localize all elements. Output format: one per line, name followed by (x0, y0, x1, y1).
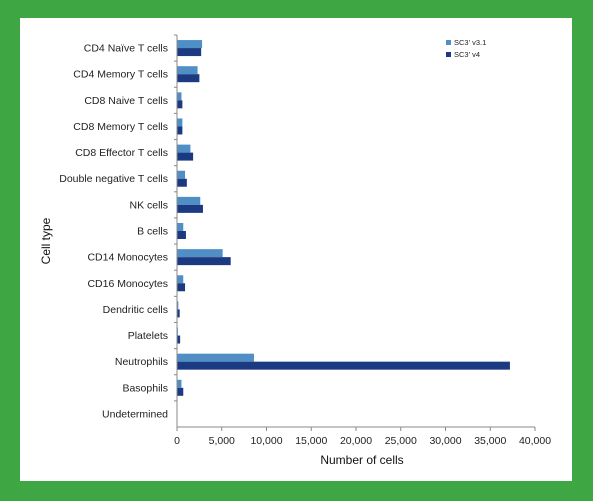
chart-panel (20, 18, 572, 481)
category-label: Platelets (128, 330, 168, 342)
bar (177, 178, 187, 187)
bar (177, 118, 183, 127)
bar (177, 40, 203, 49)
bar (177, 309, 180, 318)
bar (177, 379, 182, 388)
x-tick-label: 35,000 (474, 435, 506, 447)
y-axis-title: Cell type (39, 217, 53, 264)
legend-swatch-v4 (446, 52, 451, 57)
bar (177, 66, 198, 75)
bar (177, 283, 186, 292)
x-tick-label: 0 (174, 435, 180, 447)
bar (177, 249, 223, 258)
bar (177, 361, 510, 370)
category-label: B cells (137, 226, 168, 238)
bar (177, 48, 202, 57)
bar (177, 257, 231, 266)
x-tick-label: 10,000 (250, 435, 282, 447)
bar (177, 170, 186, 179)
category-label: NK cells (129, 199, 168, 211)
bar (177, 126, 183, 135)
category-label: Undetermined (102, 408, 168, 420)
legend-swatch-v3-1 (446, 40, 451, 45)
bar (177, 231, 186, 239)
x-tick-label: 5,000 (209, 435, 235, 447)
x-tick-label: 20,000 (340, 435, 372, 447)
category-label: CD8 Memory T cells (73, 121, 168, 133)
x-tick-label: 40,000 (519, 435, 551, 447)
bars-group (177, 40, 510, 396)
x-tick-label: 30,000 (429, 435, 461, 447)
bar (177, 74, 200, 83)
category-label: CD14 Monocytes (87, 252, 168, 264)
legend-label-v4: SC3' v4 (454, 50, 480, 59)
bar (177, 353, 254, 362)
category-label: Basophils (122, 382, 168, 394)
x-axis-title: Number of cells (320, 453, 403, 467)
category-label: CD8 Naive T cells (84, 95, 168, 107)
category-label: CD4 Naïve T cells (84, 43, 168, 55)
legend-label-v3-1: SC3' v3.1 (454, 38, 486, 47)
bar (177, 144, 191, 153)
bar (177, 223, 184, 231)
category-label: Neutrophils (115, 356, 168, 368)
x-axis-ticks: 0 5,000 10,000 15,000 20,000 25,000 30,000 35,0… (174, 427, 551, 447)
category-label: Double negative T cells (59, 173, 168, 185)
category-label: Dendritic cells (103, 304, 168, 316)
bar (177, 196, 201, 205)
bar (177, 335, 181, 344)
bar (177, 204, 203, 213)
bar (177, 301, 179, 310)
bar (177, 100, 183, 109)
bar (177, 92, 182, 101)
x-tick-label: 25,000 (385, 435, 417, 447)
category-labels: CD4 Naïve T cells CD4 Memory T cells CD8 N… (59, 34, 177, 420)
bar (177, 275, 184, 284)
bar (177, 152, 194, 161)
category-label: CD4 Memory T cells (73, 69, 168, 81)
x-tick-label: 15,000 (295, 435, 327, 447)
legend: SC3' v3.1 SC3' v4 (446, 38, 486, 59)
bar (177, 387, 184, 396)
category-label: CD16 Monocytes (87, 278, 168, 290)
category-label: CD8 Effector T cells (75, 147, 168, 159)
